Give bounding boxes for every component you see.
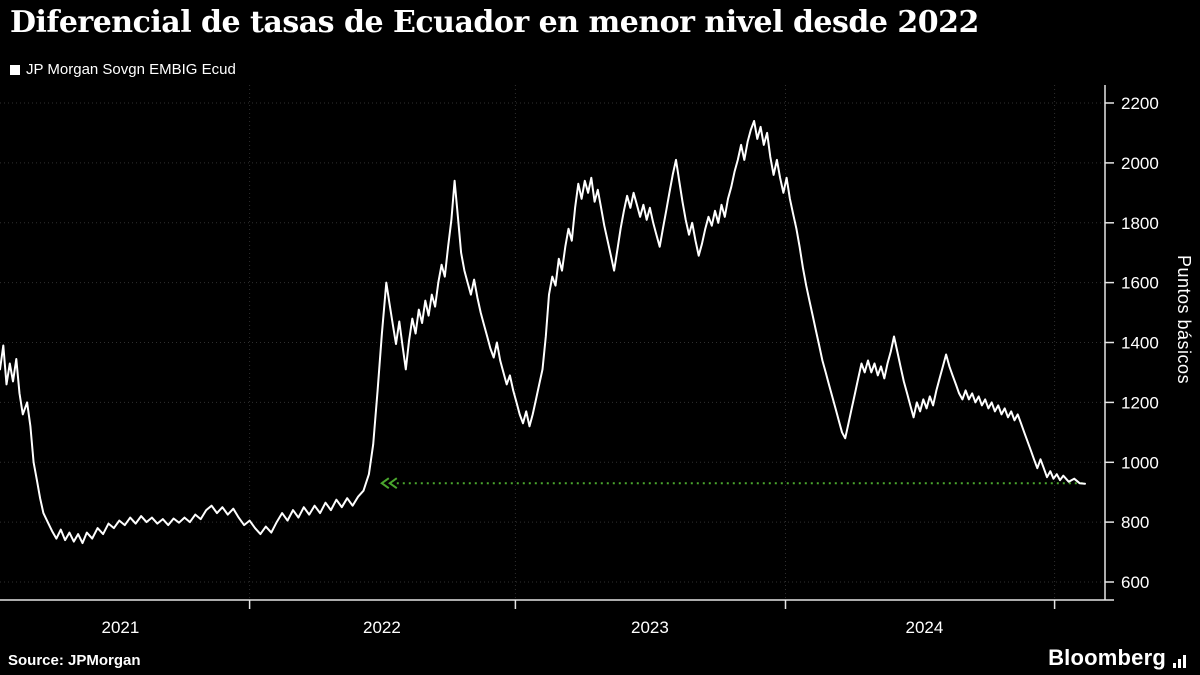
y-tick-label: 1800	[1121, 214, 1159, 233]
chart-title: Diferencial de tasas de Ecuador en menor…	[10, 5, 979, 40]
x-tick-label: 2021	[101, 618, 139, 637]
bloomberg-wordmark: Bloomberg	[1048, 645, 1166, 670]
legend-label: JP Morgan Sovgn EMBIG Ecud	[26, 61, 236, 78]
y-tick-label: 1600	[1121, 274, 1159, 293]
y-tick-label: 800	[1121, 513, 1149, 532]
line-chart-plot: 600 800 1000 1200 1400 1600 1800 2000 2200 2021 20…	[0, 85, 1159, 637]
source-label: Source: JPMorgan	[8, 652, 141, 669]
series-line	[0, 120, 1086, 545]
y-tick-label: 2200	[1121, 94, 1159, 113]
legend-swatch-icon	[10, 64, 20, 75]
y-tick-label: 600	[1121, 573, 1149, 592]
y-tick-label: 1400	[1121, 334, 1159, 353]
y-tick-label: 1200	[1121, 393, 1159, 412]
y-tick-label: 1000	[1121, 453, 1159, 472]
y-tick-label: 2000	[1121, 154, 1159, 173]
bloomberg-bars-icon	[1171, 655, 1186, 668]
reference-arrow-icon	[380, 477, 390, 490]
x-tick-label: 2022	[363, 618, 401, 637]
bloomberg-logo: Bloomberg	[1048, 645, 1186, 671]
x-tick-label: 2024	[905, 618, 943, 637]
reference-arrow-icon	[388, 477, 398, 490]
y-axis-title: Puntos básicos	[1174, 255, 1194, 385]
legend: JP Morgan Sovgn EMBIG Ecud	[10, 61, 236, 78]
x-tick-label: 2023	[631, 618, 669, 637]
